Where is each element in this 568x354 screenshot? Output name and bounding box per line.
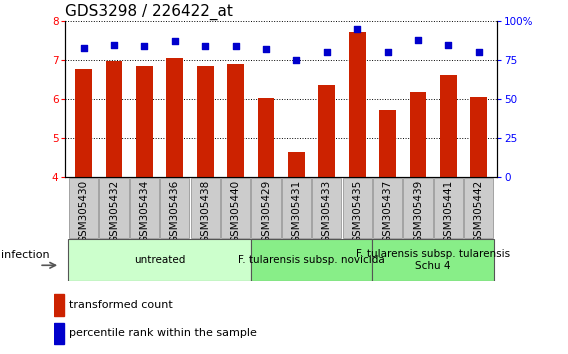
Bar <box>75 69 92 177</box>
Text: GSM305442: GSM305442 <box>474 179 484 243</box>
Point <box>110 42 119 47</box>
Point <box>353 26 362 32</box>
Text: GSM305437: GSM305437 <box>383 179 392 243</box>
Bar <box>54 294 64 316</box>
FancyBboxPatch shape <box>221 178 250 238</box>
FancyBboxPatch shape <box>464 178 494 238</box>
FancyBboxPatch shape <box>160 178 189 238</box>
Point <box>231 43 240 49</box>
FancyBboxPatch shape <box>68 239 250 281</box>
Point <box>474 50 483 55</box>
Text: infection: infection <box>1 250 50 260</box>
Bar <box>136 66 153 177</box>
Text: untreated: untreated <box>134 255 185 265</box>
FancyBboxPatch shape <box>343 178 371 238</box>
FancyBboxPatch shape <box>434 178 463 238</box>
FancyBboxPatch shape <box>250 239 373 281</box>
Text: F. tularensis subsp. tularensis
Schu 4: F. tularensis subsp. tularensis Schu 4 <box>356 249 510 271</box>
Bar <box>288 153 304 177</box>
FancyBboxPatch shape <box>69 178 98 238</box>
Bar <box>54 322 64 344</box>
FancyBboxPatch shape <box>99 178 128 238</box>
Point <box>414 37 423 43</box>
Point <box>79 45 88 51</box>
Point <box>201 43 210 49</box>
Point <box>170 39 179 44</box>
Point <box>292 57 301 63</box>
Text: GSM305441: GSM305441 <box>444 179 453 243</box>
Bar <box>227 64 244 177</box>
Text: F. tularensis subsp. novicida: F. tularensis subsp. novicida <box>238 255 385 265</box>
Text: GSM305435: GSM305435 <box>352 179 362 243</box>
Text: GSM305439: GSM305439 <box>413 179 423 243</box>
Bar <box>197 65 214 177</box>
Bar <box>440 75 457 177</box>
Bar <box>166 58 183 177</box>
Text: GDS3298 / 226422_at: GDS3298 / 226422_at <box>65 4 233 20</box>
Text: GSM305434: GSM305434 <box>139 179 149 243</box>
Text: GSM305431: GSM305431 <box>291 179 302 243</box>
Text: GSM305440: GSM305440 <box>231 179 241 242</box>
Point <box>444 42 453 47</box>
Bar <box>470 97 487 177</box>
FancyBboxPatch shape <box>191 178 220 238</box>
Text: GSM305433: GSM305433 <box>321 179 332 243</box>
FancyBboxPatch shape <box>282 178 311 238</box>
Text: GSM305429: GSM305429 <box>261 179 271 243</box>
Point <box>261 46 270 52</box>
FancyBboxPatch shape <box>130 178 159 238</box>
Text: percentile rank within the sample: percentile rank within the sample <box>69 328 256 338</box>
Point <box>383 50 392 55</box>
FancyBboxPatch shape <box>252 178 281 238</box>
Point <box>322 50 331 55</box>
Bar <box>106 61 122 177</box>
Bar <box>410 92 427 177</box>
Text: GSM305436: GSM305436 <box>170 179 179 243</box>
FancyBboxPatch shape <box>373 178 402 238</box>
Bar <box>349 32 366 177</box>
Bar <box>319 85 335 177</box>
Bar <box>258 98 274 177</box>
Point <box>140 43 149 49</box>
FancyBboxPatch shape <box>312 178 341 238</box>
Text: GSM305438: GSM305438 <box>200 179 210 243</box>
Text: transformed count: transformed count <box>69 300 172 310</box>
FancyBboxPatch shape <box>373 239 494 281</box>
Bar <box>379 110 396 177</box>
Text: GSM305430: GSM305430 <box>78 179 89 242</box>
FancyBboxPatch shape <box>403 178 433 238</box>
Text: GSM305432: GSM305432 <box>109 179 119 243</box>
